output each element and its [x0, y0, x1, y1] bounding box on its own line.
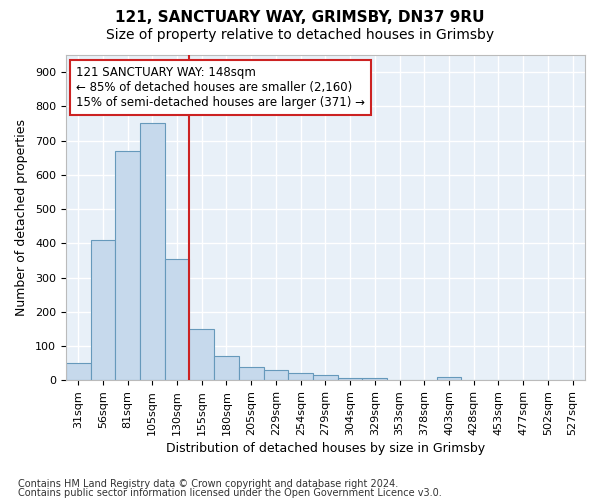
Bar: [263, 370, 289, 380]
Text: 121 SANCTUARY WAY: 148sqm
← 85% of detached houses are smaller (2,160)
15% of se: 121 SANCTUARY WAY: 148sqm ← 85% of detac…: [76, 66, 365, 110]
Text: Size of property relative to detached houses in Grimsby: Size of property relative to detached ho…: [106, 28, 494, 42]
Bar: [214, 356, 239, 380]
Bar: [91, 240, 115, 380]
Bar: [437, 378, 461, 380]
Text: Contains public sector information licensed under the Open Government Licence v3: Contains public sector information licen…: [18, 488, 442, 498]
Bar: [338, 378, 362, 380]
Bar: [140, 124, 164, 380]
Bar: [313, 375, 338, 380]
Bar: [115, 151, 140, 380]
Bar: [239, 367, 263, 380]
Bar: [362, 378, 387, 380]
Bar: [190, 329, 214, 380]
Y-axis label: Number of detached properties: Number of detached properties: [15, 119, 28, 316]
Bar: [289, 374, 313, 380]
Text: Contains HM Land Registry data © Crown copyright and database right 2024.: Contains HM Land Registry data © Crown c…: [18, 479, 398, 489]
Bar: [164, 258, 190, 380]
Text: 121, SANCTUARY WAY, GRIMSBY, DN37 9RU: 121, SANCTUARY WAY, GRIMSBY, DN37 9RU: [115, 10, 485, 25]
Bar: [66, 363, 91, 380]
X-axis label: Distribution of detached houses by size in Grimsby: Distribution of detached houses by size …: [166, 442, 485, 455]
